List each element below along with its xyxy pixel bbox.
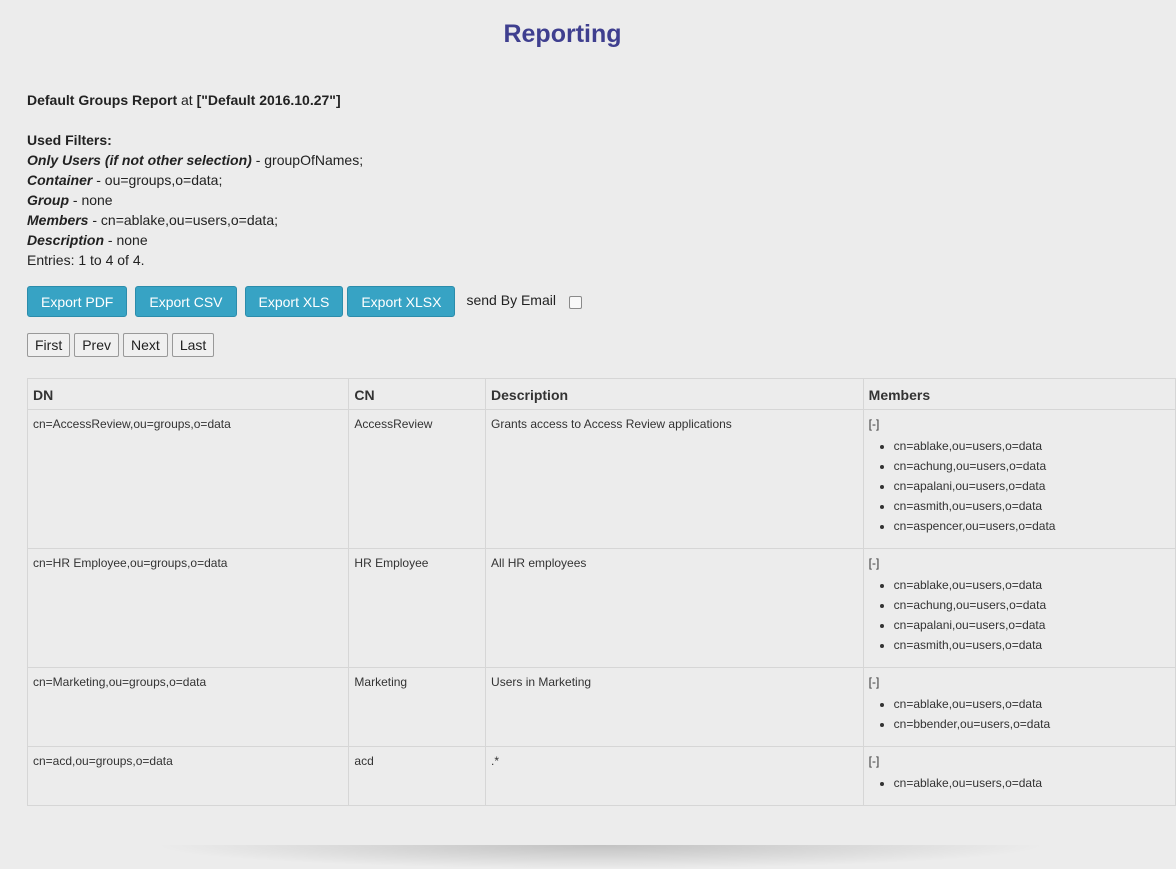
report-name: Default Groups Report [27,92,178,108]
export-csv-button[interactable]: Export CSV [135,286,237,317]
filter-line: Description - none [27,230,363,250]
last-page-button[interactable]: Last [171,333,215,357]
page-bottom-shadow [150,845,1050,869]
column-header-description[interactable]: Description [485,378,864,410]
report-heading: Default Groups Report at ["Default 2016.… [27,90,363,110]
member-item: cn=ablake,ou=users,o=data [894,575,1170,595]
filter-value: - none [104,232,148,248]
member-item: cn=ablake,ou=users,o=data [894,436,1170,456]
member-item: cn=asmith,ou=users,o=data [894,496,1170,516]
report-table: DN CN Description Members cn=AccessRevie… [26,378,1176,806]
report-at-value: ["Default 2016.10.27"] [196,92,341,108]
export-pdf-button[interactable]: Export PDF [27,286,128,317]
filter-value: - cn=ablake,ou=users,o=data; [88,212,278,228]
member-list: cn=ablake,ou=users,o=data cn=achung,ou=u… [869,436,1170,536]
member-item: cn=achung,ou=users,o=data [894,595,1170,615]
table-row: cn=AccessReview,ou=groups,o=data AccessR… [26,409,1176,549]
collapse-toggle[interactable]: [-] [868,556,880,570]
page-title: Reporting [503,20,622,48]
cell-cn: acd [348,746,487,806]
prev-page-button[interactable]: Prev [74,333,120,357]
member-list: cn=ablake,ou=users,o=data [869,773,1170,793]
collapse-toggle[interactable]: [-] [868,675,880,689]
send-by-email-checkbox[interactable] [568,296,582,309]
member-item: cn=bbender,ou=users,o=data [894,714,1170,734]
filter-label: Container [27,172,93,188]
cell-description: All HR employees [485,548,864,668]
next-page-button[interactable]: Next [123,333,168,357]
filter-value: - groupOfNames; [251,152,364,168]
entries-count: Entries: 1 to 4 of 4. [27,252,145,268]
filter-line: Members - cn=ablake,ou=users,o=data; [27,210,363,230]
cell-members: [-] cn=ablake,ou=users,o=data cn=bbender… [862,667,1176,747]
filter-label: Group [27,192,69,208]
filter-label: Description [27,232,105,248]
table-row: cn=Marketing,ou=groups,o=data Marketing … [26,667,1176,747]
collapse-toggle[interactable]: [-] [868,754,880,768]
cell-dn: cn=HR Employee,ou=groups,o=data [26,548,350,668]
report-at-word: at [181,92,193,108]
filter-value: - none [69,192,113,208]
export-xlsx-button[interactable]: Export XLSX [347,286,456,317]
table-row: cn=HR Employee,ou=groups,o=data HR Emplo… [26,548,1176,668]
first-page-button[interactable]: First [27,333,71,357]
export-xls-button[interactable]: Export XLS [244,286,344,317]
cell-cn: HR Employee [348,548,487,668]
filter-value: - ou=groups,o=data; [92,172,223,188]
cell-description: Grants access to Access Review applicati… [485,409,864,549]
filter-line: Only Users (if not other selection) - gr… [27,150,363,170]
cell-cn: Marketing [348,667,487,747]
filters-heading: Used Filters: [27,132,112,148]
table-row: cn=acd,ou=groups,o=data acd .* [-] cn=ab… [26,746,1176,806]
member-item: cn=aspencer,ou=users,o=data [894,516,1170,536]
column-header-members[interactable]: Members [862,378,1176,410]
member-item: cn=asmith,ou=users,o=data [894,635,1170,655]
cell-members: [-] cn=ablake,ou=users,o=data cn=achung,… [862,409,1176,549]
cell-dn: cn=AccessReview,ou=groups,o=data [26,409,350,549]
send-by-email-label: send By Email [466,291,556,308]
member-item: cn=achung,ou=users,o=data [894,456,1170,476]
cell-members: [-] cn=ablake,ou=users,o=data [862,746,1176,806]
column-header-dn[interactable]: DN [26,378,350,410]
export-toolbar: Export PDF Export CSV Export XLS Export … [27,286,582,317]
cell-cn: AccessReview [348,409,487,549]
member-list: cn=ablake,ou=users,o=data cn=achung,ou=u… [869,575,1170,655]
column-header-cn[interactable]: CN [348,378,487,410]
filter-line: Group - none [27,190,363,210]
cell-dn: cn=acd,ou=groups,o=data [26,746,350,806]
member-item: cn=apalani,ou=users,o=data [894,476,1170,496]
member-list: cn=ablake,ou=users,o=data cn=bbender,ou=… [869,694,1170,734]
filter-label: Only Users (if not other selection) [27,152,252,168]
member-item: cn=ablake,ou=users,o=data [894,694,1170,714]
filter-label: Members [27,212,89,228]
report-info: Default Groups Report at ["Default 2016.… [27,90,363,270]
table-header-row: DN CN Description Members [26,378,1176,410]
member-item: cn=ablake,ou=users,o=data [894,773,1170,793]
cell-members: [-] cn=ablake,ou=users,o=data cn=achung,… [862,548,1176,668]
cell-dn: cn=Marketing,ou=groups,o=data [26,667,350,747]
filter-line: Container - ou=groups,o=data; [27,170,363,190]
collapse-toggle[interactable]: [-] [868,417,880,431]
member-item: cn=apalani,ou=users,o=data [894,615,1170,635]
pagination: First Prev Next Last [27,333,218,357]
cell-description: .* [485,746,864,806]
cell-description: Users in Marketing [485,667,864,747]
